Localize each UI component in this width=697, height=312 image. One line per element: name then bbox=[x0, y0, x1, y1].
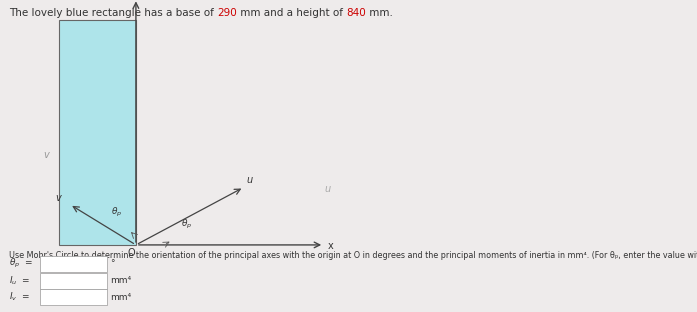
Bar bbox=[59, 20, 136, 245]
Bar bbox=[40, 273, 107, 289]
Text: $\theta_p$  =: $\theta_p$ = bbox=[9, 257, 33, 270]
Text: °: ° bbox=[110, 259, 114, 268]
Text: $\theta_p$: $\theta_p$ bbox=[181, 218, 192, 231]
Bar bbox=[40, 289, 107, 305]
Text: mm and a height of: mm and a height of bbox=[237, 8, 346, 18]
Text: 290: 290 bbox=[217, 8, 237, 18]
Text: mm⁴: mm⁴ bbox=[110, 293, 131, 301]
Text: x: x bbox=[328, 241, 333, 251]
Text: mm.: mm. bbox=[366, 8, 393, 18]
Text: 840: 840 bbox=[346, 8, 366, 18]
Text: $I_v$  =: $I_v$ = bbox=[9, 291, 30, 303]
Text: O: O bbox=[128, 248, 135, 258]
Text: Use Mohr's Circle to determine the orientation of the principal axes with the or: Use Mohr's Circle to determine the orien… bbox=[9, 251, 697, 260]
Text: u: u bbox=[247, 175, 253, 185]
Text: The lovely blue rectangle has a base of: The lovely blue rectangle has a base of bbox=[9, 8, 217, 18]
Text: v: v bbox=[56, 193, 61, 203]
Text: mm⁴: mm⁴ bbox=[110, 276, 131, 285]
Text: v: v bbox=[43, 150, 49, 160]
Text: u: u bbox=[324, 184, 330, 194]
Text: $\theta_p$: $\theta_p$ bbox=[111, 206, 122, 219]
Text: $I_u$  =: $I_u$ = bbox=[9, 275, 30, 287]
Bar bbox=[40, 256, 107, 272]
